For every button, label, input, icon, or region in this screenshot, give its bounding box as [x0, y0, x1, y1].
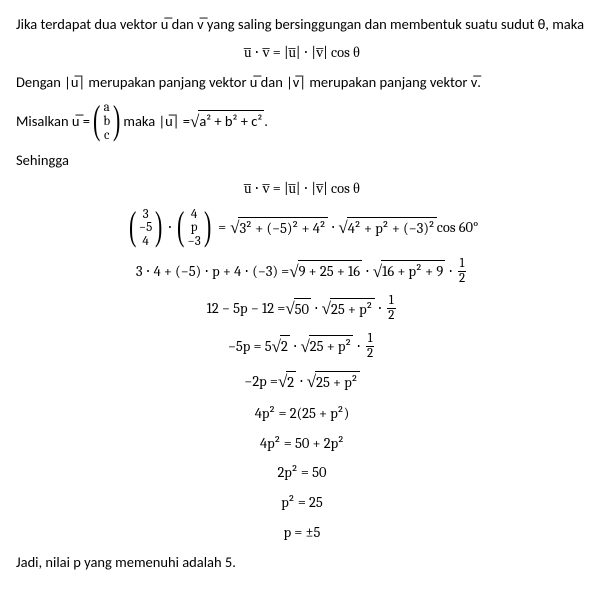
eq-step-8: 2p² = 50 [16, 462, 588, 484]
eq-step-2: 3 ⋅ 4 + (−5) ⋅ p + 4 ⋅ (−3) = √9 + 25 + … [16, 257, 588, 287]
line5-lhs: 12 − 5p − 12 = [207, 298, 286, 320]
paren-l: ( [93, 104, 100, 136]
vec-b: b [103, 115, 110, 129]
v1c: 4 [142, 235, 148, 249]
eq-dot-def-2: u̅ ⋅ v̅ = |u̅| ⋅ |v̅| cos θ [16, 178, 588, 200]
misalkan-a: Misalkan u̅ = [16, 111, 90, 133]
sqrtC: 9 + 25 + 16 [298, 260, 363, 283]
vec-a: a [104, 101, 110, 115]
eq-dot-def: u̅ ⋅ v̅ = |u̅| ⋅ |v̅| cos θ [16, 42, 588, 64]
misalkan-line: Misalkan u̅ = ( a b c ) maka |u̅| = √a² … [16, 101, 588, 142]
eq-step-4: −5p = 5 √2 ⋅ √25 + p² ⋅ 1 2 [16, 332, 588, 362]
sqrt25p2-c: 25 + p² [315, 371, 360, 394]
num1: 1 [458, 257, 467, 272]
v2a: 4 [191, 208, 197, 222]
eq-step-7: 4p² = 50 + 2p² [16, 433, 588, 455]
line6-lhs: −5p = 5 [228, 336, 272, 358]
sehingga: Sehingga [16, 150, 588, 172]
frac-half-2: 1 2 [386, 294, 396, 324]
eq-step-3: 12 − 5p − 12 = √50 ⋅ √25 + p² ⋅ 1 2 [16, 294, 588, 324]
line4-lhs: 3 ⋅ 4 + (−5) ⋅ p + 4 ⋅ (−3) = [136, 261, 289, 283]
conclusion: Jadi, nilai p yang memenuhi adalah 5. [16, 552, 588, 574]
v2b: p [191, 221, 198, 235]
v1b: −5 [139, 221, 152, 235]
sqrtA: 3² + (−5)² + 4² [238, 217, 327, 240]
sqrt50: 50 [294, 298, 311, 321]
v1a: 3 [143, 208, 149, 222]
cos60: cos 60° [437, 217, 479, 239]
sqrtD: 16 + p² + 9 [381, 260, 445, 283]
den3: 2 [365, 347, 375, 361]
intro-1: Jika terdapat dua vektor u̅ dan v̅ yang … [16, 14, 588, 36]
vec-abc: a b c [103, 101, 110, 142]
vec-c: c [104, 129, 109, 143]
eq-step-9: p² = 25 [16, 492, 588, 514]
sqrt-abc: √a² + b² + c² [190, 109, 264, 135]
sqrt2-a: 2 [280, 335, 290, 358]
eq-step-5: −2p = √2 ⋅ √25 + p² [16, 369, 588, 395]
sqrt-abc-inside: a² + b² + c² [198, 110, 264, 133]
misalkan-c: . [264, 111, 268, 133]
num2: 1 [387, 294, 396, 309]
eq-step-10: p = ±5 [16, 522, 588, 544]
sqrt2-b: 2 [286, 371, 296, 394]
sqrt25p2-b: 25 + p² [309, 335, 354, 358]
misalkan-b: maka |u̅| = [123, 111, 190, 133]
line7-lhs: −2p = [244, 371, 278, 393]
den2: 2 [386, 309, 396, 323]
eq-step-6: 4p² = 2(25 + p²) [16, 403, 588, 425]
frac-half-3: 1 2 [365, 332, 375, 362]
frac-half-1: 1 2 [457, 257, 467, 287]
intro-2: Dengan |u̅| merupakan panjang vektor u̅ … [16, 72, 588, 94]
eq-step-1: ( 3 −5 4 ) ⋅ ( 4 p −3 ) = √3² + (−5)² + … [16, 208, 588, 249]
num3: 1 [366, 332, 375, 347]
paren-r: ) [113, 104, 120, 136]
sqrtB: 4² + p² + (−3)² [347, 217, 437, 240]
v2c: −3 [188, 235, 201, 249]
sqrt25p2-a: 25 + p² [330, 298, 375, 321]
den1: 2 [457, 272, 467, 286]
